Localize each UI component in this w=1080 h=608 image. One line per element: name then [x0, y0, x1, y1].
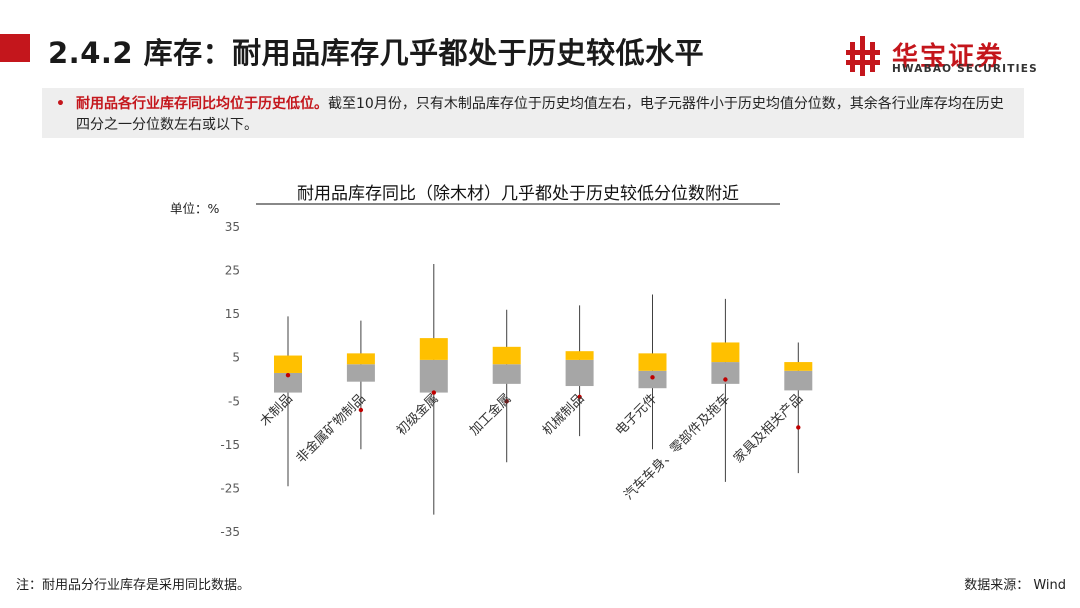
summary-box: • 耐用品各行业库存同比均位于历史低位。截至10月份，只有木制品库存位于历史均值… — [42, 88, 1024, 138]
latest-value-marker — [504, 399, 509, 404]
box-upper-quartile — [565, 351, 594, 360]
category-label: 家具及相关产品 — [730, 391, 806, 467]
box-upper-quartile — [419, 338, 448, 360]
latest-value-marker — [358, 407, 364, 413]
y-tick-label: -25 — [220, 481, 240, 495]
unit-label: 单位：% — [170, 201, 220, 216]
box-upper-quartile — [492, 346, 521, 365]
y-tick-label: -35 — [220, 525, 240, 539]
y-tick-label: 35 — [225, 220, 240, 234]
chart-title: 耐用品库存同比（除木材）几乎都处于历史较低分位数附近 — [297, 184, 739, 204]
summary-highlight: 耐用品各行业库存同比均位于历史低位。 — [76, 96, 328, 112]
box-lower-quartile — [274, 372, 302, 393]
y-tick-label: 15 — [225, 307, 240, 321]
bullet-point: • — [56, 96, 65, 112]
box-upper-quartile — [274, 355, 302, 373]
category-label: 木制品 — [258, 391, 296, 429]
logo-text-cn: 华宝证券 — [892, 42, 1005, 72]
logo-text-en: HWABAO SECURITIES — [892, 63, 1038, 75]
y-tick-label: 5 — [232, 351, 240, 365]
category-label: 非金属矿物制品 — [293, 391, 369, 467]
box-lower-quartile — [565, 359, 594, 387]
chart-area: 耐用品库存同比（除木材）几乎都处于历史较低分位数附近单位：% 35 25 15 5 -5 -… — [0, 175, 1080, 555]
summary-text: 截至10月份，只有木制品库存位于历史均值左右，电子元器件小于历史均值分位数，其余… — [76, 96, 1004, 133]
y-tick-label: 25 — [225, 264, 240, 278]
category-label: 电子元件 — [613, 391, 660, 438]
box-upper-quartile — [346, 353, 375, 365]
title-accent-bar — [0, 34, 30, 62]
category-label: 初级金属 — [394, 391, 442, 439]
page-title: 2.4.2 库存：耐用品库存几乎都处于历史较低水平 — [48, 36, 705, 70]
box-lower-quartile — [711, 362, 740, 384]
box-lower-quartile — [346, 364, 375, 382]
category-label: 机械制品 — [540, 391, 587, 438]
box-upper-quartile — [711, 342, 740, 363]
latest-value-marker — [285, 372, 291, 378]
latest-value-marker — [577, 394, 582, 400]
hwabao-logo-icon — [846, 36, 880, 76]
box-lower-quartile — [784, 370, 813, 391]
latest-value-marker — [650, 375, 655, 380]
data-source: 数据来源： Wind — [964, 578, 1066, 593]
company-logo: 华宝证券 HWABAO SECURITIES — [846, 36, 1046, 76]
category-label: 加工金属 — [466, 391, 514, 439]
box-lower-quartile — [492, 364, 521, 384]
box-upper-quartile — [638, 353, 667, 371]
y-tick-label: -5 — [228, 394, 240, 408]
latest-value-marker — [431, 390, 436, 395]
y-tick-label: -15 — [220, 438, 240, 452]
footnote: 注：耐用品分行业库存是采用同比数据。 — [16, 578, 251, 593]
box-lower-quartile — [419, 359, 448, 393]
latest-value-marker — [796, 425, 801, 430]
box-upper-quartile — [784, 362, 813, 371]
latest-value-marker — [723, 377, 728, 382]
